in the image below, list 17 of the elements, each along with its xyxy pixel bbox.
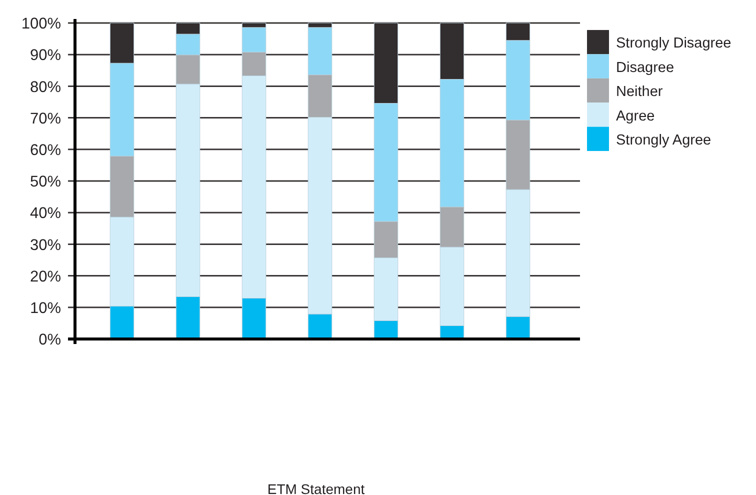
text: ETM Statement [267,481,365,495]
y-tick-label: 10% [30,300,62,317]
legend-label: Strongly Agree [616,132,712,149]
legend-label: Disagree [616,60,674,76]
legend-label: Neither [616,84,663,100]
y-tick-label: 60% [30,142,62,159]
y-tick-label: 20% [30,268,62,286]
y-tick-label: 100% [21,16,62,33]
y-tick-label: 50% [30,174,62,191]
y-tick-label: 30% [30,236,62,254]
y-tick-label: 40% [30,205,62,222]
legend-label: Strongly Disagree [616,36,732,52]
y-tick-label: 0% [38,332,62,349]
y-tick-label: 80% [30,78,62,96]
y-tick-label: 90% [30,47,62,64]
y-tick-label: 70% [30,110,62,128]
legend-label: Agree [616,108,655,124]
